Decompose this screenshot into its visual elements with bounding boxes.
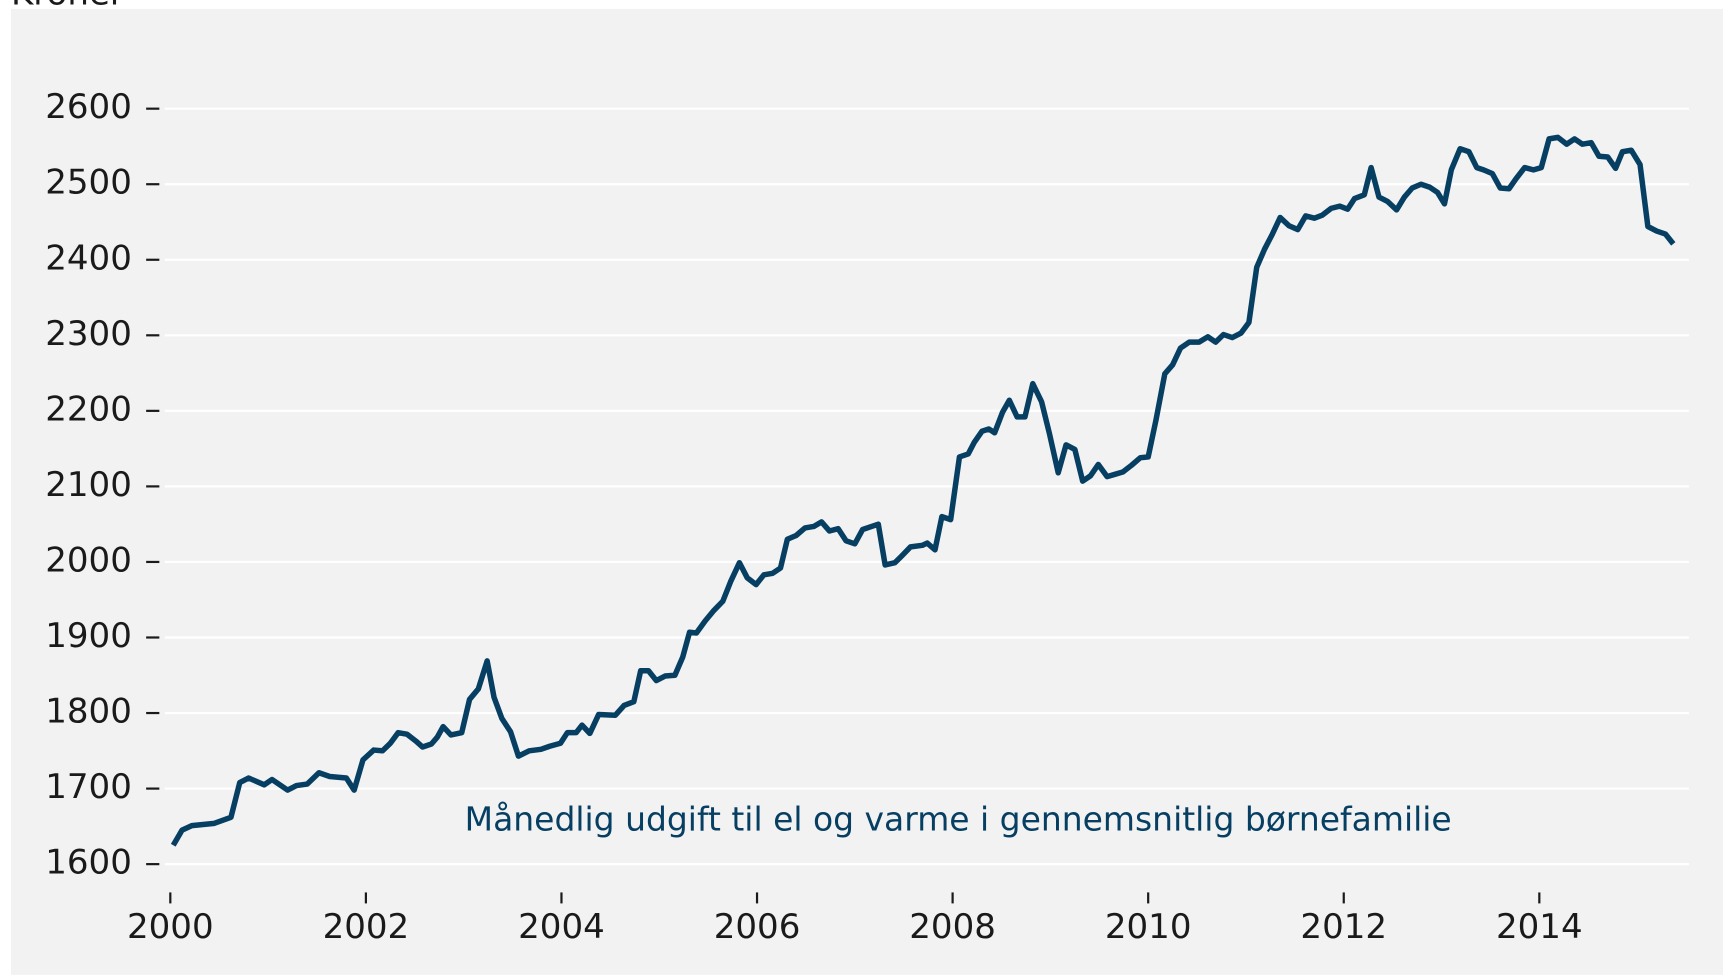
y-tick-label: 1700 (45, 767, 132, 807)
y-tick-label: 2400 (45, 238, 132, 278)
x-tick-label: 2014 (1496, 907, 1583, 947)
y-tick-label: 2000 (45, 540, 132, 580)
y-tick-label: 2300 (45, 314, 132, 354)
x-tick-label: 2002 (323, 907, 410, 947)
line-series (170, 134, 1676, 847)
x-tick-label: 2012 (1300, 907, 1387, 947)
y-tick-label: 1900 (45, 616, 132, 656)
y-tick-label: 1800 (45, 692, 132, 732)
annotation: Månedlig udgift til el og varme i gennem… (465, 800, 1452, 839)
y-tick-label: 2600 (45, 87, 132, 127)
y-tick-label: 2500 (45, 163, 132, 203)
y-tick-label: 2200 (45, 389, 132, 429)
x-tick-label: 2010 (1105, 907, 1192, 947)
y-axis-label: Kroner (11, 0, 124, 14)
y-tick-label: 1600 (45, 843, 132, 883)
x-tick-label: 2008 (909, 907, 996, 947)
x-tick-label: 2006 (714, 907, 801, 947)
y-tick-label: 2100 (45, 465, 132, 505)
x-tick-label: 2000 (127, 907, 214, 947)
plot-background (10, 8, 1723, 975)
x-tick-label: 2004 (518, 907, 605, 947)
